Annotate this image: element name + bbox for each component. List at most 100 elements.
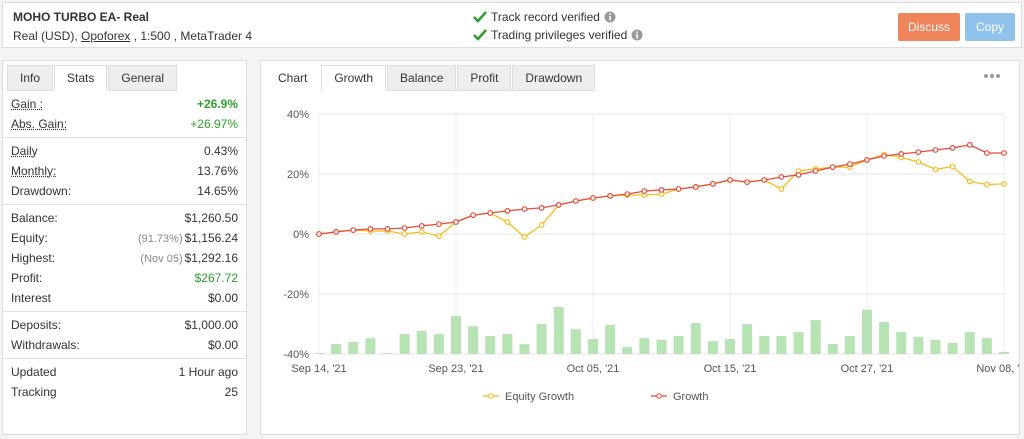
stat-value: 0.43% xyxy=(203,144,238,158)
discuss-button[interactable]: Discuss xyxy=(898,13,960,41)
stat-label: Tracking xyxy=(11,385,57,399)
bar xyxy=(793,332,804,354)
tab[interactable]: Drawdown xyxy=(512,65,596,91)
account-info: Real (USD), Opoforex , 1:500 , MetaTrade… xyxy=(13,29,252,43)
stat-label: Gain : xyxy=(11,97,44,111)
stat-label: Daily xyxy=(11,144,38,158)
stats-group: Deposits: $1,000.00 Withdrawals: $0.00 xyxy=(3,311,246,358)
bar xyxy=(862,309,872,354)
point xyxy=(555,201,562,208)
account-type: Real (USD), xyxy=(13,29,82,43)
stat-note: (91.73%) xyxy=(137,233,183,245)
header: MOHO TURBO EA- Real Real (USD), Opoforex… xyxy=(2,2,1022,48)
stats-group: Daily 0.43% Monthly: 13.76% Drawdown: 14.65% xyxy=(3,137,246,204)
bar xyxy=(947,342,958,354)
point xyxy=(624,191,631,197)
point xyxy=(453,219,459,225)
x-tick-label: Nov 08, '21 xyxy=(976,363,1019,375)
point xyxy=(709,180,716,187)
tab[interactable]: Stats xyxy=(54,65,108,91)
tab[interactable]: Growth xyxy=(321,65,387,91)
stats-panel: Info Stats General Gain : +26.9% Abs. Gain: +… xyxy=(2,60,247,435)
info-icon[interactable] xyxy=(604,11,616,23)
point xyxy=(572,198,579,204)
point xyxy=(932,147,939,153)
broker-link[interactable]: Opoforex xyxy=(81,29,131,43)
copy-button[interactable]: Copy xyxy=(965,13,1015,41)
point xyxy=(778,186,785,192)
bar xyxy=(433,333,444,354)
bar xyxy=(930,339,941,354)
stat-value: 14.65% xyxy=(197,184,238,198)
stats-table: Gain : +26.9% Abs. Gain: +26.97% Daily 0.43% M… xyxy=(3,91,246,405)
bar xyxy=(365,338,376,354)
point xyxy=(384,225,391,232)
bar xyxy=(348,342,359,354)
point xyxy=(333,228,340,235)
stats-row: Highest: (Nov 05) $1,292.16 xyxy=(3,248,246,268)
more-menu[interactable] xyxy=(981,71,1011,81)
tab[interactable]: Balance xyxy=(387,65,457,91)
bar xyxy=(742,324,753,354)
chart-tabs: Chart Growth Balance Profit Drawdown xyxy=(265,65,596,91)
stat-label: Withdrawals: xyxy=(11,338,80,352)
point xyxy=(435,221,442,228)
bar xyxy=(913,336,924,354)
point xyxy=(983,181,990,188)
stat-label: Equity: xyxy=(11,231,48,245)
x-tick-label: Oct 05, '21 xyxy=(567,363,620,375)
bar xyxy=(639,338,650,354)
chart: 40% 20% 0% -20% -40% Sep 14, '21 Sep 23, '21 Oc… xyxy=(283,109,1019,403)
stats-row: Balance: $1,260.50 xyxy=(3,208,246,228)
chart-label: Chart xyxy=(265,65,321,91)
point xyxy=(504,219,511,225)
point xyxy=(418,222,425,229)
bar xyxy=(451,315,461,354)
tab[interactable]: General xyxy=(108,65,178,91)
account-details: , 1:500 , MetaTrader 4 xyxy=(130,29,252,43)
y-tick-label: 20% xyxy=(287,169,309,181)
stats-row: Daily 0.43% xyxy=(3,141,246,161)
info-icon[interactable] xyxy=(631,29,643,41)
point xyxy=(795,171,802,178)
bar xyxy=(622,347,633,354)
x-tick-label: Sep 23, '21 xyxy=(428,363,483,375)
point xyxy=(846,161,853,167)
bar xyxy=(399,333,410,354)
stats-row: Profit: $267.72 xyxy=(3,268,246,288)
y-tick-label: -20% xyxy=(283,289,309,301)
stat-value: +26.97% xyxy=(190,117,238,131)
stat-value-wrap: $0.00 xyxy=(208,288,238,308)
tab[interactable]: Info xyxy=(7,65,54,91)
point xyxy=(692,183,699,190)
check-icon xyxy=(473,11,487,23)
stat-value: $1,260.50 xyxy=(184,211,238,225)
bar xyxy=(570,329,581,354)
point xyxy=(521,234,528,240)
stat-label: Balance: xyxy=(11,211,58,225)
stat-value: 13.76% xyxy=(197,164,238,178)
check-icon xyxy=(473,29,487,41)
stat-value-wrap: +26.97% xyxy=(190,114,238,134)
x-tick-label: Oct 27, '21 xyxy=(841,363,894,375)
point xyxy=(727,177,733,183)
stat-value-wrap: 13.76% xyxy=(197,161,238,181)
point xyxy=(898,151,905,157)
point xyxy=(607,192,614,199)
point xyxy=(864,156,870,163)
stats-row: Deposits: $1,000.00 xyxy=(3,315,246,335)
bar xyxy=(536,324,547,354)
point xyxy=(966,142,973,148)
y-tick-label: 0% xyxy=(293,229,309,241)
point xyxy=(829,164,836,170)
point xyxy=(675,186,682,192)
point xyxy=(350,227,357,234)
stats-row: Withdrawals: $0.00 xyxy=(3,335,246,355)
stat-value-wrap: $267.72 xyxy=(195,268,238,288)
tab[interactable]: Profit xyxy=(457,65,512,91)
stat-value: $0.00 xyxy=(207,291,238,305)
point xyxy=(949,163,956,170)
point xyxy=(401,225,408,231)
point xyxy=(949,145,956,151)
stats-row: Drawdown: 14.65% xyxy=(3,181,246,201)
